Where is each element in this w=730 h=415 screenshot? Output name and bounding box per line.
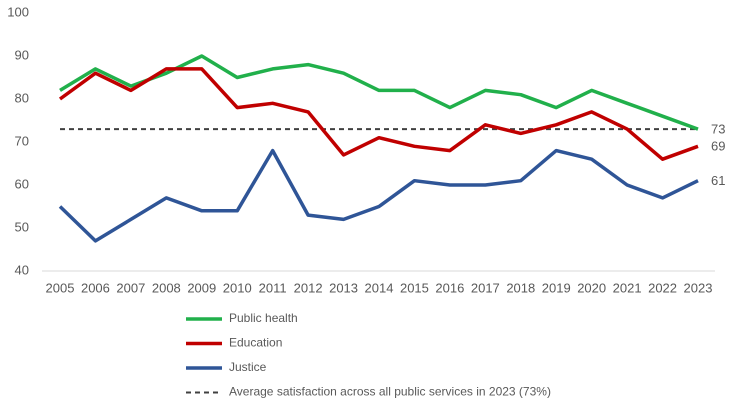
- x-tick-label: 2012: [294, 280, 323, 295]
- y-tick-label: 70: [15, 133, 29, 148]
- x-tick-label: 2021: [613, 280, 642, 295]
- data-label: 61: [711, 173, 725, 188]
- y-tick-label: 80: [15, 90, 29, 105]
- data-label: 69: [711, 139, 725, 154]
- y-tick-label: 60: [15, 176, 29, 191]
- x-tick-label: 2014: [365, 280, 394, 295]
- x-tick-label: 2011: [259, 280, 287, 295]
- x-tick-label: 2006: [81, 280, 110, 295]
- x-tick-label: 2023: [684, 280, 713, 295]
- series-line: [58, 67, 699, 161]
- data-label: 73: [711, 122, 725, 137]
- x-tick-label: 2008: [152, 280, 181, 295]
- series-line: [59, 54, 699, 131]
- y-tick-label: 40: [15, 262, 29, 277]
- x-tick-label: 2018: [506, 280, 535, 295]
- x-tick-label: 2007: [116, 280, 145, 295]
- x-tick-label: 2016: [435, 280, 464, 295]
- legend-label: Justice: [229, 360, 267, 374]
- x-tick-label: 2009: [187, 280, 216, 295]
- legend-label: Education: [229, 336, 282, 350]
- x-tick-label: 2019: [542, 280, 571, 295]
- series-line: [58, 148, 699, 243]
- x-tick-label: 2005: [46, 280, 75, 295]
- x-tick-label: 2020: [577, 280, 606, 295]
- x-tick-label: 2013: [329, 280, 358, 295]
- x-tick-label: 2017: [471, 280, 500, 295]
- y-tick-label: 100: [7, 4, 29, 19]
- legend-label: Public health: [229, 311, 298, 325]
- x-tick-label: 2015: [400, 280, 429, 295]
- x-tick-label: 2010: [223, 280, 252, 295]
- y-tick-label: 90: [15, 47, 29, 62]
- x-tick-label: 2022: [648, 280, 677, 295]
- y-tick-label: 50: [15, 219, 29, 234]
- legend-label: Average satisfaction across all public s…: [229, 385, 551, 399]
